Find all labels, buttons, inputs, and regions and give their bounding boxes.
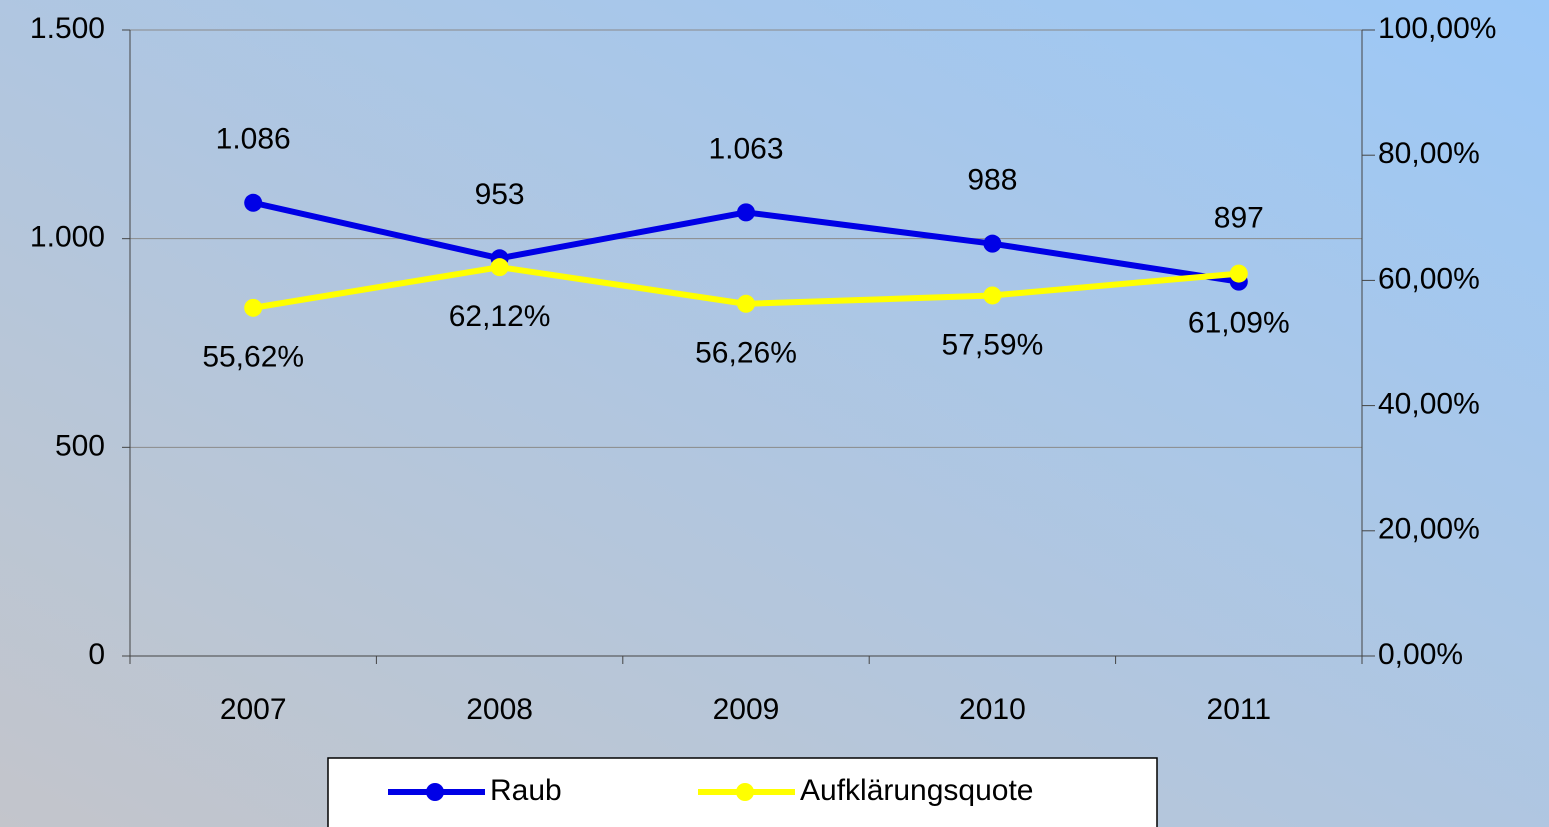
data-label: 61,09% <box>1188 306 1290 339</box>
x-tick-label: 2007 <box>220 693 287 726</box>
data-point <box>490 258 509 277</box>
data-label: 1.063 <box>708 132 783 165</box>
y-tick-label: 1.500 <box>30 12 105 45</box>
data-label: 1.086 <box>216 123 291 156</box>
legend-marker <box>426 783 444 801</box>
data-label: 56,26% <box>695 337 797 370</box>
data-label: 988 <box>967 164 1017 197</box>
x-tick-label: 2011 <box>1207 693 1272 726</box>
y-tick-label: 0 <box>88 638 105 671</box>
data-point <box>244 298 263 317</box>
data-label: 55,62% <box>202 341 304 374</box>
legend-label: Aufklärungsquote <box>800 774 1034 807</box>
y2-tick-label: 60,00% <box>1378 262 1480 295</box>
y2-tick-label: 80,00% <box>1378 137 1480 170</box>
x-tick-label: 2010 <box>959 693 1026 726</box>
data-label: 62,12% <box>449 300 551 333</box>
y2-tick-label: 0,00% <box>1378 638 1463 671</box>
y-tick-label: 1.000 <box>30 221 105 254</box>
y2-tick-label: 100,00% <box>1378 12 1496 45</box>
y2-tick-label: 20,00% <box>1378 513 1480 546</box>
data-point <box>737 203 755 222</box>
data-point <box>244 193 263 212</box>
y-tick-label: 500 <box>55 429 105 462</box>
x-tick-label: 2009 <box>713 693 780 726</box>
data-point <box>737 294 755 313</box>
data-point <box>1229 264 1248 283</box>
legend-label: Raub <box>490 774 562 807</box>
data-point <box>983 234 1002 253</box>
data-label: 953 <box>475 178 525 211</box>
data-point <box>983 286 1002 305</box>
data-label: 57,59% <box>942 328 1044 361</box>
legend-marker <box>736 783 754 801</box>
data-label: 897 <box>1214 202 1264 235</box>
x-tick-label: 2008 <box>466 693 533 726</box>
y2-tick-label: 40,00% <box>1378 388 1480 421</box>
